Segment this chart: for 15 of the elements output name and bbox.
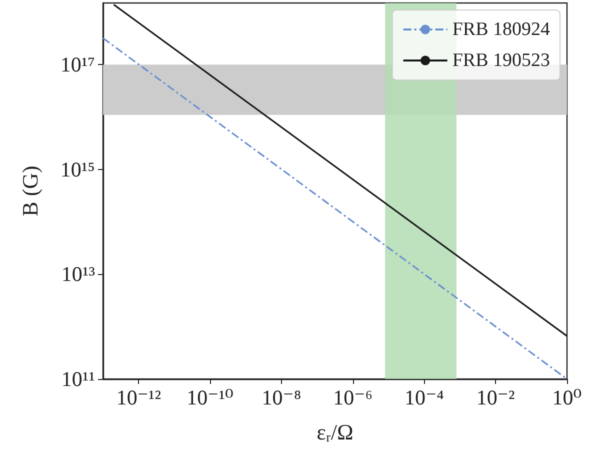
x-tick-label: 10⁻⁴ (404, 386, 444, 410)
legend-label: FRB 180924 (452, 19, 550, 40)
x-tick-label: 10⁻² (476, 386, 515, 410)
x-tick-label: 10⁻⁶ (333, 386, 373, 410)
x-tick-label: 10⁻¹² (116, 386, 162, 410)
y-tick-label: 10¹³ (61, 262, 95, 286)
x-tick-label: 10⁻⁸ (262, 386, 302, 410)
x-tick-label: 10⁻¹⁰ (186, 386, 234, 410)
x-axis-title: εᵣ/Ω (316, 420, 354, 444)
y-axis-title: B (G) (18, 166, 42, 216)
y-tick-label: 10¹¹ (61, 367, 95, 391)
y-tick-label: 10¹⁵ (60, 157, 95, 182)
x-tick-label: 10⁰ (552, 386, 582, 410)
legend-label: FRB 190523 (452, 50, 550, 71)
y-tick-label: 10¹⁷ (60, 52, 95, 77)
